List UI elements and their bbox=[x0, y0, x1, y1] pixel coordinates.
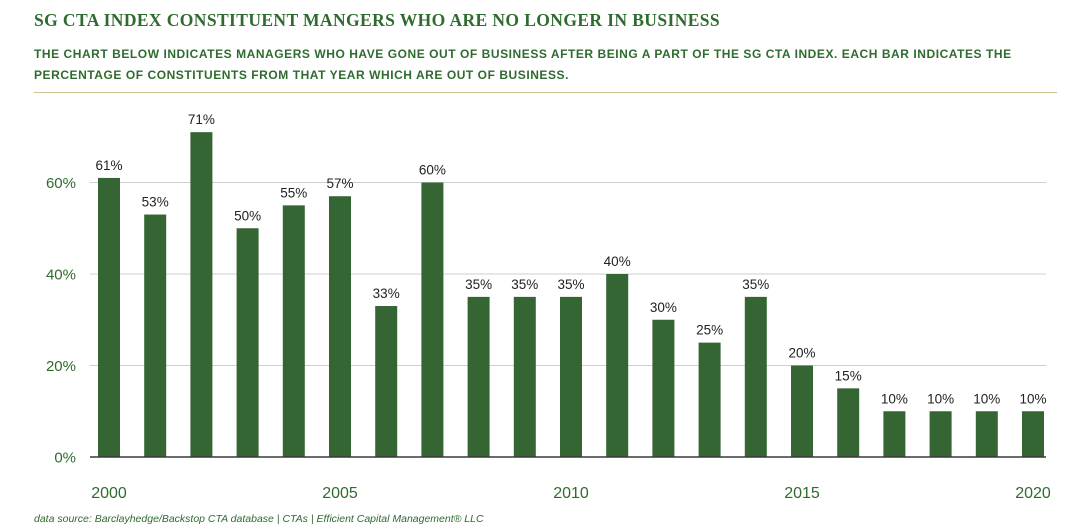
chart-subtitle: THE CHART BELOW INDICATES MANAGERS WHO H… bbox=[34, 47, 1012, 82]
data-source-note: data source: Barclayhedge/Backstop CTA d… bbox=[34, 513, 484, 525]
bar-2007 bbox=[421, 182, 444, 457]
bar-2010 bbox=[560, 296, 582, 457]
data-label-2012: 30% bbox=[650, 300, 677, 315]
data-label-2007: 60% bbox=[419, 163, 446, 178]
data-label-2003: 50% bbox=[234, 208, 261, 223]
data-label-2020: 10% bbox=[1019, 391, 1046, 406]
header-divider bbox=[34, 92, 1057, 93]
bar-2003 bbox=[236, 228, 259, 457]
y-axis: 0% 20% 40% 60% bbox=[46, 175, 76, 467]
x-tick-label: 2000 bbox=[91, 485, 127, 502]
data-label-2004: 55% bbox=[280, 185, 307, 200]
bar-2018 bbox=[929, 411, 952, 457]
data-label-2015: 20% bbox=[788, 346, 815, 361]
data-label-2018: 10% bbox=[927, 391, 954, 406]
data-label-2002: 71% bbox=[188, 112, 215, 127]
bar-2012 bbox=[652, 319, 675, 457]
bars bbox=[98, 132, 1044, 458]
data-label-2006: 33% bbox=[373, 286, 400, 301]
bar-2002 bbox=[190, 132, 213, 458]
data-label-2005: 57% bbox=[326, 176, 353, 191]
x-tick-label: 2010 bbox=[553, 485, 589, 502]
bar-2005 bbox=[329, 196, 351, 457]
data-labels: 61% 53% 71% 50% 55% 57% 33% 60% 35% 35% 35% 40% 30% 2… bbox=[95, 112, 1046, 406]
data-label-2019: 10% bbox=[973, 391, 1000, 406]
bar-2011 bbox=[606, 274, 629, 457]
data-label-2000: 61% bbox=[95, 158, 122, 173]
bar-2006 bbox=[375, 306, 398, 457]
x-axis: 2000 2005 2010 2015 2020 bbox=[90, 456, 1051, 502]
bar-2009 bbox=[513, 296, 536, 457]
bar-2014 bbox=[744, 296, 767, 457]
data-label-2014: 35% bbox=[742, 277, 769, 292]
bar-2019 bbox=[975, 411, 998, 457]
y-tick-label: 0% bbox=[54, 450, 76, 467]
y-tick-label: 40% bbox=[46, 267, 76, 284]
data-label-2017: 10% bbox=[881, 391, 908, 406]
data-label-2009: 35% bbox=[511, 277, 538, 292]
bar-2016 bbox=[837, 388, 860, 457]
data-label-2016: 15% bbox=[835, 368, 862, 383]
bar-2015 bbox=[791, 365, 813, 457]
data-label-2013: 25% bbox=[696, 323, 723, 338]
bar-2020 bbox=[1022, 411, 1044, 457]
data-label-2010: 35% bbox=[557, 277, 584, 292]
y-tick-label: 60% bbox=[46, 175, 76, 192]
bar-2000 bbox=[98, 177, 120, 458]
y-tick-label: 20% bbox=[46, 358, 76, 375]
bar-2013 bbox=[698, 342, 721, 457]
bar-2008 bbox=[467, 296, 490, 457]
x-tick-label: 2020 bbox=[1015, 485, 1051, 502]
data-label-2008: 35% bbox=[465, 277, 492, 292]
x-tick-label: 2015 bbox=[784, 485, 820, 502]
bar-2001 bbox=[144, 214, 167, 457]
bar-2017 bbox=[883, 411, 906, 457]
data-label-2001: 53% bbox=[142, 195, 169, 210]
data-label-2011: 40% bbox=[604, 254, 631, 269]
x-tick-label: 2005 bbox=[322, 485, 358, 502]
bar-2004 bbox=[282, 205, 305, 457]
chart-title: SG CTA INDEX CONSTITUENT MANGERS WHO ARE… bbox=[34, 10, 721, 30]
